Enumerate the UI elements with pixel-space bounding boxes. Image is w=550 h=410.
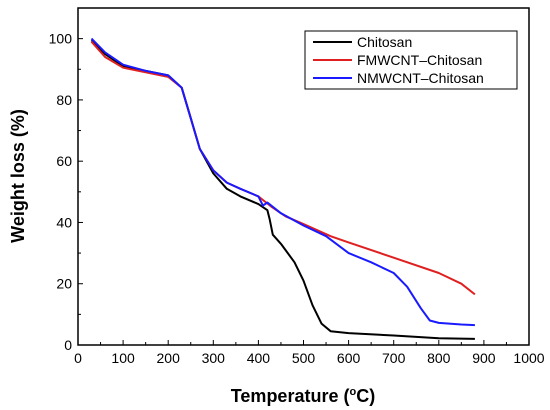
x-axis-unit-open: ( xyxy=(343,386,349,406)
x-tick-label: 900 xyxy=(472,350,496,366)
x-tick-label: 0 xyxy=(74,350,82,366)
y-axis-label: Weight loss (%) xyxy=(8,109,28,243)
x-tick-label: 400 xyxy=(247,350,271,366)
x-tick-label: 100 xyxy=(111,350,135,366)
y-tick-label: 40 xyxy=(56,214,72,230)
legend-label-2: FMWCNT–Chitosan xyxy=(357,52,482,68)
series-layer xyxy=(90,37,476,340)
x-tick-label: 600 xyxy=(337,350,361,366)
legend: Chitosan FMWCNT–Chitosan NMWCNT–Chitosan xyxy=(304,30,518,90)
series-line-3 xyxy=(90,37,475,327)
x-tick-label: 1000 xyxy=(513,350,544,366)
x-tick-label: 200 xyxy=(157,350,181,366)
x-axis-unit-degree: o xyxy=(349,386,356,398)
x-tick-label: 700 xyxy=(382,350,406,366)
x-axis-label-text: Temperature xyxy=(231,386,339,406)
y-tick-label: 0 xyxy=(64,337,72,353)
x-axis: 0 100 200 300 400 500 600 700 800 900 1000 xyxy=(74,340,545,366)
legend-label-1: Chitosan xyxy=(357,34,412,50)
y-tick-label: 100 xyxy=(49,31,73,47)
x-axis-unit-close: C) xyxy=(356,386,375,406)
y-tick-label: 20 xyxy=(56,276,72,292)
x-tick-label: 800 xyxy=(427,350,451,366)
x-tick-label: 500 xyxy=(292,350,316,366)
y-tick-label: 60 xyxy=(56,153,72,169)
x-tick-label: 300 xyxy=(202,350,226,366)
x-axis-label: Temperature (oC) xyxy=(231,386,375,406)
y-tick-label: 80 xyxy=(56,92,72,108)
y-axis: 0 20 40 60 80 100 xyxy=(49,31,83,353)
legend-label-3: NMWCNT–Chitosan xyxy=(357,70,484,86)
